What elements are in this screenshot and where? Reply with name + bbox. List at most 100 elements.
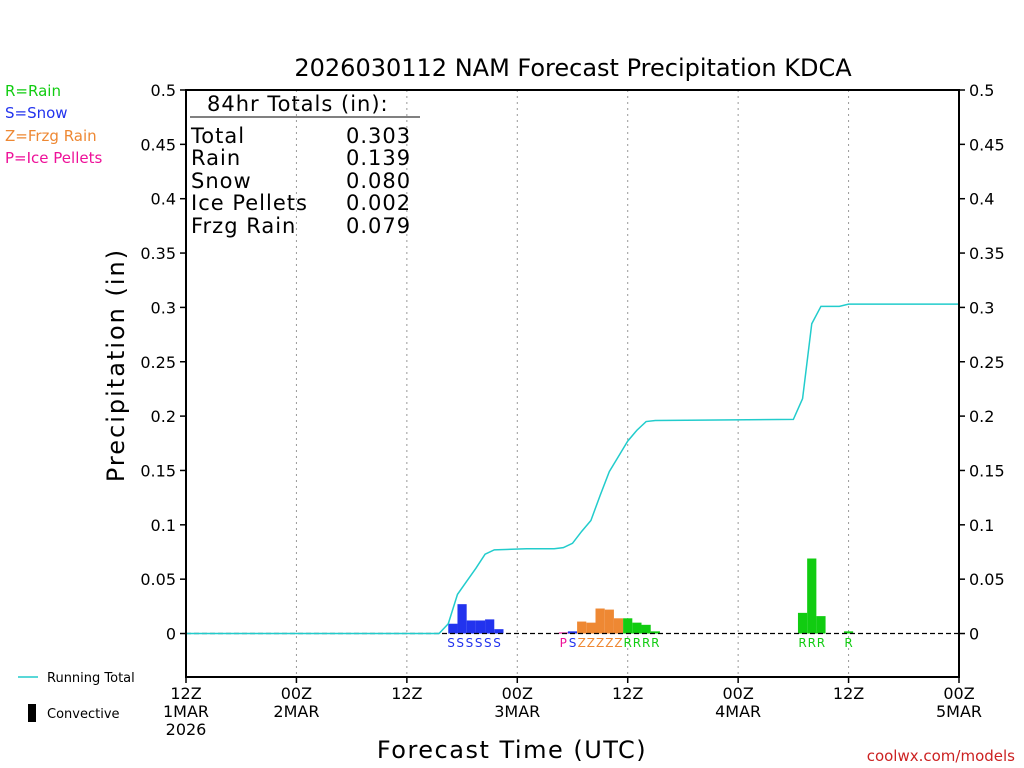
precip-bar-8 <box>577 621 587 634</box>
x-tick-label-4-1: 12Z <box>612 684 643 703</box>
x-axis-label: Forecast Time (UTC) <box>377 736 647 764</box>
y-axis-left-ticks: 0 0.05 0.1 0.15 0.2 0.25 0.3 0.35 0.4 0.45 0.5 <box>140 81 186 644</box>
precip-bar-1 <box>457 604 467 634</box>
y-tick-left-label-8: 0.4 <box>151 190 176 209</box>
precip-bar-11 <box>604 609 614 634</box>
y-tick-left-label-9: 0.45 <box>140 135 176 154</box>
y-tick-right-label-9: 0.45 <box>969 135 1005 154</box>
totals-value-total: 0.303 <box>346 124 411 148</box>
ptype-label-8: Z <box>578 636 586 650</box>
y-tick-right-label-7: 0.35 <box>969 244 1005 263</box>
ptype-label-12: Z <box>614 636 622 650</box>
precip-bar-17 <box>797 612 808 634</box>
ptype-label-5: S <box>493 636 501 650</box>
precip-bar-18 <box>807 558 817 634</box>
ptype-label-15: R <box>642 636 650 650</box>
ptype-label-1: S <box>456 636 464 650</box>
x-tick-label-7-1: 00Z <box>943 684 974 703</box>
precip-bar-7 <box>567 631 578 634</box>
precip-bar-3 <box>475 620 486 634</box>
ptype-label-16: R <box>651 636 659 650</box>
totals-box: 84hr Totals (in): Total 0.303 Rain 0.139… <box>190 92 420 238</box>
y-tick-left-label-3: 0.15 <box>140 461 176 480</box>
ptype-label-3: S <box>475 636 483 650</box>
precip-bar-12 <box>613 618 624 634</box>
y-tick-right-label-5: 0.25 <box>969 353 1005 372</box>
precip-bar-14 <box>632 622 642 634</box>
totals-label-total: Total <box>190 124 245 148</box>
y-tick-right-label-8: 0.4 <box>969 190 994 209</box>
precip-bar-20 <box>843 631 854 634</box>
y-tick-right-label-1: 0.05 <box>969 570 1005 589</box>
x-tick-label-6-1: 12Z <box>833 684 864 703</box>
ptype-label-2: S <box>466 636 474 650</box>
x-tick-label-1-2: 2MAR <box>273 702 319 721</box>
legend-ice-pellets: P=Ice Pellets <box>5 149 102 167</box>
legend-rain: R=Rain <box>5 82 61 100</box>
totals-title: 84hr Totals (in): <box>207 92 389 116</box>
x-tick-label-5-1: 00Z <box>722 684 753 703</box>
precip-bar-0 <box>448 623 458 634</box>
precip-bar-16 <box>650 631 660 634</box>
precip-bar-15 <box>641 624 651 634</box>
totals-label-rain: Rain <box>191 146 241 170</box>
x-tick-label-7-2: 5MAR <box>936 702 982 721</box>
ptype-label-18: R <box>808 636 816 650</box>
x-tick-label-1-1: 00Z <box>281 684 312 703</box>
legend-snow: S=Snow <box>5 104 68 122</box>
precip-bar-2 <box>466 620 476 634</box>
vertical-gridlines <box>295 90 850 677</box>
y-tick-left-label-1: 0.05 <box>140 570 176 589</box>
y-tick-left-label-10: 0.5 <box>151 81 176 100</box>
ptype-label-4: S <box>484 636 492 650</box>
precip-bars <box>448 558 854 634</box>
totals-value-snow: 0.080 <box>346 169 411 193</box>
x-tick-label-3-2: 3MAR <box>494 702 540 721</box>
convective-legend-label: Convective <box>47 707 120 722</box>
y-tick-left-label-4: 0.2 <box>151 407 176 426</box>
precip-bar-9 <box>586 622 596 634</box>
totals-label-ice-pellets: Ice Pellets <box>191 191 308 215</box>
totals-value-rain: 0.139 <box>346 146 411 170</box>
y-tick-right-label-3: 0.15 <box>969 461 1005 480</box>
precip-bar-13 <box>623 618 633 634</box>
ptype-label-17: R <box>798 636 806 650</box>
convective-legend-swatch <box>28 704 36 722</box>
x-tick-label-3-1: 00Z <box>502 684 533 703</box>
y-tick-right-label-4: 0.2 <box>969 407 994 426</box>
legend-frzg-rain: Z=Frzg Rain <box>5 127 97 145</box>
x-tick-label-0-3: 2026 <box>166 720 207 739</box>
ptype-label-6: P <box>560 636 567 650</box>
precip-bar-5 <box>494 629 504 634</box>
ptype-label-19: R <box>817 636 825 650</box>
y-tick-left-label-7: 0.35 <box>140 244 176 263</box>
x-tick-label-5-2: 4MAR <box>715 702 761 721</box>
ptype-label-14: R <box>633 636 641 650</box>
plot-frame <box>185 89 960 678</box>
ptype-label-13: R <box>624 636 632 650</box>
y-tick-left-label-2: 0.1 <box>151 516 176 535</box>
precip-bar-4 <box>485 619 495 634</box>
y-tick-right-label-10: 0.5 <box>969 81 994 100</box>
totals-value-ice-pellets: 0.002 <box>346 191 411 215</box>
running-total-line <box>186 303 959 635</box>
totals-label-snow: Snow <box>191 169 252 193</box>
ptype-label-10: Z <box>596 636 604 650</box>
x-tick-label-0-2: 1MAR <box>163 702 209 721</box>
ptype-label-0: S <box>447 636 455 650</box>
credit-text: coolwx.com/models <box>867 747 1015 765</box>
ptype-label-20: R <box>844 636 852 650</box>
y-axis-label: Precipitation (in) <box>102 248 130 482</box>
ptype-label-7: S <box>569 636 577 650</box>
running-total-legend-label: Running Total <box>47 671 135 686</box>
chart-title: 2026030112 NAM Forecast Precipitation KD… <box>294 54 852 82</box>
totals-label-frzg-rain: Frzg Rain <box>191 214 296 238</box>
ptype-label-9: Z <box>587 636 595 650</box>
precip-bar-10 <box>595 608 605 634</box>
y-tick-left-label-5: 0.25 <box>140 353 176 372</box>
x-tick-label-0-1: 12Z <box>170 684 201 703</box>
y-tick-right-label-6: 0.3 <box>969 298 994 317</box>
